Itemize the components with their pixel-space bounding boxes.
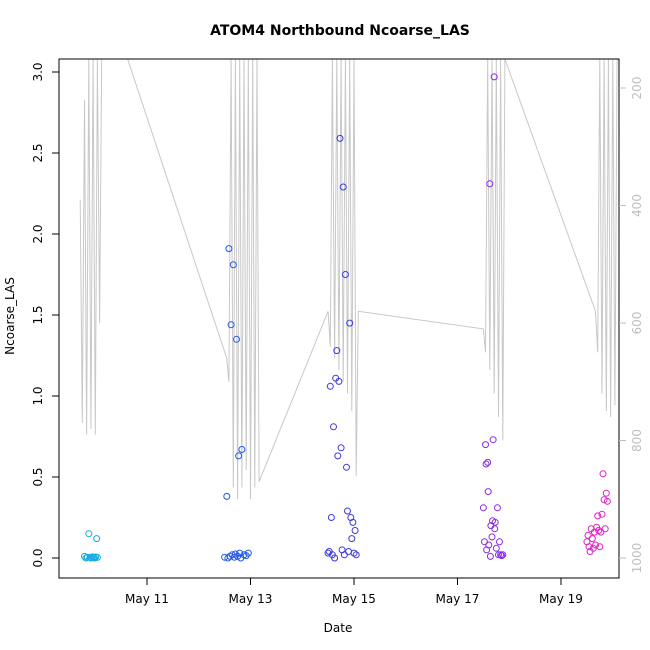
- data-point: [229, 261, 237, 269]
- data-point: [486, 180, 494, 188]
- data-point: [91, 554, 98, 562]
- x-tick-label: May 15: [332, 592, 376, 606]
- y-tick-label: 1.5: [31, 305, 45, 324]
- data-point: [333, 347, 341, 355]
- y-tick-label: 1.0: [31, 386, 45, 405]
- plot-box: [58, 58, 620, 579]
- data-point: [334, 452, 342, 460]
- right-tick-label: 200: [630, 77, 644, 100]
- data-point: [82, 554, 90, 562]
- data-point: [602, 489, 610, 497]
- data-point: [225, 245, 233, 253]
- data-point: [601, 525, 609, 533]
- data-point: [346, 319, 354, 327]
- data-point: [603, 497, 611, 505]
- data-point: [599, 470, 607, 478]
- data-point: [223, 492, 231, 500]
- data-point: [490, 73, 498, 81]
- right-tick-label: 400: [630, 194, 644, 217]
- data-point: [496, 538, 503, 546]
- right-tick-label: 1000: [630, 543, 644, 574]
- data-point: [588, 535, 596, 543]
- data-point: [335, 377, 343, 385]
- data-point: [488, 533, 496, 541]
- x-tick-label: May 11: [125, 592, 169, 606]
- data-point: [348, 535, 356, 543]
- data-point: [495, 551, 502, 559]
- y-tick-label: 3.0: [31, 62, 45, 81]
- data-point: [479, 504, 487, 512]
- x-tick-label: May 13: [229, 592, 273, 606]
- data-point: [484, 458, 492, 466]
- data-point: [486, 552, 494, 560]
- data-point: [489, 436, 497, 444]
- right-tick-label: 600: [630, 312, 644, 335]
- data-point: [493, 504, 501, 512]
- data-point: [596, 543, 604, 551]
- data-point: [482, 441, 489, 449]
- data-point: [331, 554, 339, 562]
- data-point: [491, 518, 499, 526]
- data-point: [227, 321, 235, 329]
- data-point: [597, 528, 605, 536]
- y-tick-label: 2.0: [31, 224, 45, 243]
- data-point: [352, 551, 360, 559]
- data-point: [238, 446, 246, 453]
- data-point: [497, 551, 505, 559]
- data-point: [235, 452, 243, 460]
- data-point: [339, 183, 347, 191]
- data-point: [236, 549, 244, 557]
- data-point: [327, 514, 335, 521]
- data-point: [336, 134, 344, 142]
- y-axis: 0.0 0.5 1.0 1.5 2.0 2.5 3.0: [31, 62, 59, 568]
- data-point: [598, 510, 606, 518]
- data-point: [344, 507, 351, 515]
- data-point: [585, 543, 593, 551]
- y-tick-label: 0.5: [31, 467, 45, 486]
- data-point: [233, 335, 240, 343]
- data-point: [584, 531, 592, 539]
- data-point: [349, 518, 357, 526]
- data-point: [482, 460, 490, 468]
- data-point: [230, 553, 238, 561]
- data-point: [351, 527, 359, 534]
- data-point: [343, 463, 350, 471]
- data-point: [341, 271, 349, 278]
- data-point: [350, 549, 358, 557]
- data-point: [326, 382, 334, 390]
- data-point: [330, 423, 337, 431]
- scatter-points: [81, 73, 611, 562]
- x-tick-label: May 19: [539, 592, 583, 606]
- right-tick-label: 800: [630, 429, 644, 452]
- data-point: [595, 527, 603, 534]
- data-point: [484, 488, 492, 496]
- data-point: [93, 553, 101, 561]
- data-point: [244, 549, 252, 557]
- data-point: [485, 541, 493, 549]
- data-point: [337, 444, 345, 452]
- chart-title: ATOM4 Northbound Ncoarse_LAS: [210, 23, 470, 39]
- x-tick-label: May 17: [436, 592, 480, 606]
- data-point: [492, 544, 500, 552]
- x-axis: May 11 May 13 May 15 May 17 May 19: [125, 578, 583, 606]
- right-axis: 200 400 600 800 1000: [619, 77, 644, 574]
- x-axis-label: Date: [324, 621, 353, 635]
- data-point: [324, 549, 332, 557]
- data-point: [231, 550, 239, 558]
- data-point: [600, 496, 608, 504]
- y-tick-label: 2.5: [31, 143, 45, 162]
- data-point: [340, 551, 348, 559]
- y-axis-label: Ncoarse_LAS: [3, 277, 17, 355]
- data-point: [85, 530, 93, 538]
- data-point: [93, 535, 101, 543]
- data-point: [498, 552, 506, 560]
- data-point: [87, 554, 95, 562]
- data-point: [592, 541, 599, 549]
- data-point: [594, 512, 602, 520]
- y-tick-label: 0.0: [31, 548, 45, 567]
- data-point: [221, 553, 229, 561]
- data-point: [499, 551, 507, 559]
